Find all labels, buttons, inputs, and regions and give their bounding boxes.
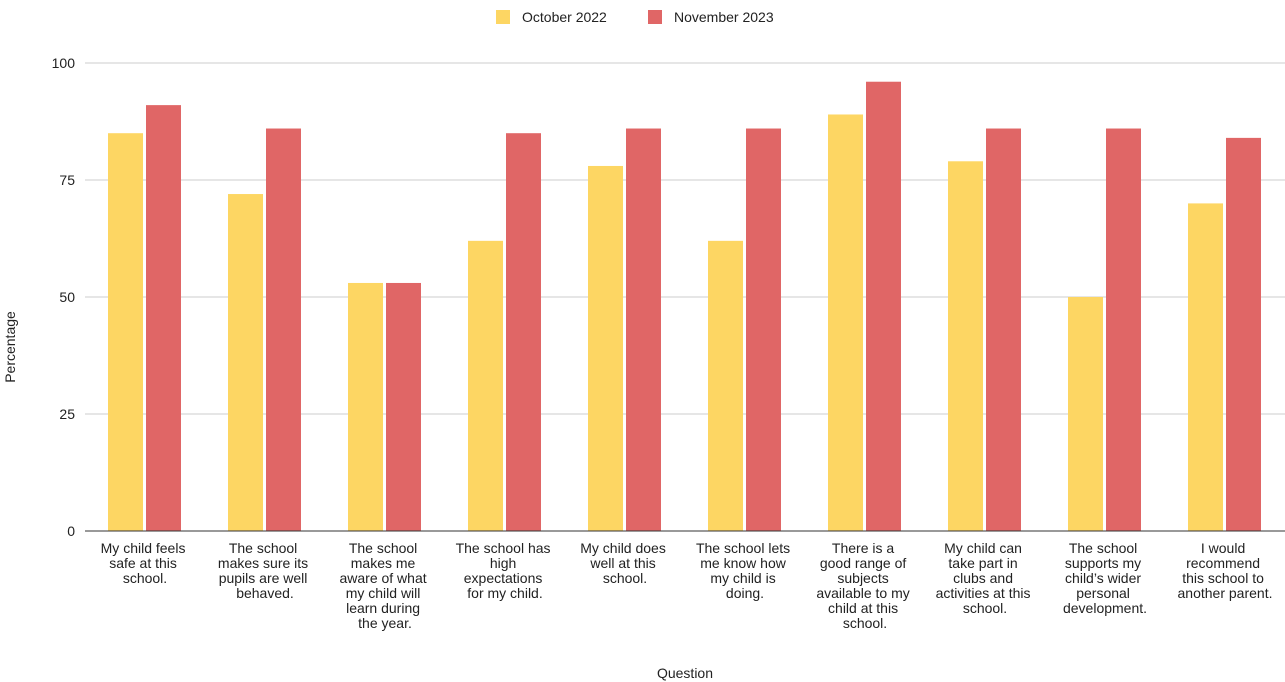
bar — [108, 133, 143, 531]
label-line: clubs and — [953, 570, 1017, 586]
bar — [228, 194, 263, 532]
label-line: learn during — [346, 600, 424, 616]
y-tick-label: 75 — [59, 172, 75, 188]
label-line: my child will — [346, 585, 425, 601]
bar — [506, 133, 541, 531]
label-line: school. — [123, 570, 167, 586]
label-line: My child does — [580, 540, 669, 556]
x-tick-label: My child can take part in clubs and acti… — [936, 540, 1035, 616]
bar — [1226, 137, 1261, 531]
x-tick-label: The school makes sure its pupils are wel… — [218, 540, 312, 601]
legend-label: October 2022 — [522, 9, 607, 25]
bar — [1068, 297, 1103, 531]
label-line: doing. — [726, 585, 764, 601]
label-line: personal — [1076, 585, 1134, 601]
y-tick-label: 25 — [59, 406, 75, 422]
label-line: child at this — [828, 600, 902, 616]
label-line: expectations — [464, 570, 547, 586]
bar — [828, 114, 863, 531]
label-line: school. — [603, 570, 647, 586]
x-tick-label: I would recommend this school to another… — [1178, 540, 1273, 601]
label-line: high — [490, 555, 520, 571]
label-line: good range of — [820, 555, 910, 571]
label-line: activities at this — [936, 585, 1035, 601]
bar — [1188, 203, 1223, 531]
label-line: The school has — [456, 540, 555, 556]
label-line: available to my — [816, 585, 913, 601]
y-axis-title: Percentage — [2, 311, 18, 383]
x-tick-label: There is a good range of subjects availa… — [816, 540, 913, 631]
legend-label: November 2023 — [674, 9, 774, 25]
label-line: subjects — [837, 570, 892, 586]
bar — [866, 81, 901, 531]
label-line: behaved. — [236, 585, 294, 601]
label-line: child’s wider — [1065, 570, 1145, 586]
label-line: for my child. — [467, 585, 542, 601]
bar — [266, 128, 301, 531]
label-line: The school lets — [696, 540, 794, 556]
label-line: pupils are well — [219, 570, 312, 586]
label-line: the year. — [358, 615, 412, 631]
x-tick-label: The school makes me aware of what my chi… — [339, 540, 430, 631]
bar — [986, 128, 1021, 531]
bar — [1106, 128, 1141, 531]
y-tick-label: 0 — [67, 523, 75, 539]
label-line: recommend — [1186, 555, 1264, 571]
label-line: The school — [229, 540, 301, 556]
label-line: The school — [1069, 540, 1141, 556]
x-tick-label: The school lets me know how my child is … — [696, 540, 794, 601]
label-line: My child can — [944, 540, 1026, 556]
bar — [948, 161, 983, 531]
label-line: school. — [963, 600, 1007, 616]
label-line: The school — [349, 540, 421, 556]
x-tick-label: The school has high expectations for my … — [456, 540, 555, 601]
label-line: well at this — [589, 555, 659, 571]
label-line: me know how — [700, 555, 789, 571]
y-tick-label: 50 — [59, 289, 75, 305]
bar — [626, 128, 661, 531]
y-tick-label: 100 — [52, 55, 76, 71]
label-line: my child is — [710, 570, 779, 586]
legend-swatch — [496, 10, 510, 24]
label-line: development. — [1063, 600, 1147, 616]
bar — [708, 240, 743, 531]
label-line: aware of what — [339, 570, 430, 586]
label-line: safe at this — [109, 555, 181, 571]
label-line: supports my — [1065, 555, 1145, 571]
x-tick-label: My child feels safe at this school. — [101, 540, 190, 586]
x-axis-title: Question — [657, 665, 713, 681]
label-line: makes me — [351, 555, 419, 571]
bar — [588, 165, 623, 531]
bar — [746, 128, 781, 531]
label-line: I would — [1201, 540, 1249, 556]
bar — [386, 282, 421, 531]
label-line: another parent. — [1178, 585, 1273, 601]
label-line: school. — [843, 615, 887, 631]
x-tick-label: The school supports my child’s wider per… — [1063, 540, 1147, 616]
bar — [146, 105, 181, 532]
label-line: makes sure its — [218, 555, 312, 571]
bar — [468, 240, 503, 531]
legend-swatch — [648, 10, 662, 24]
label-line: take part in — [948, 555, 1021, 571]
x-tick-label: My child does well at this school. — [580, 540, 669, 586]
label-line: My child feels — [101, 540, 190, 556]
label-line: There is a — [832, 540, 898, 556]
label-line: this school to — [1182, 570, 1268, 586]
bar — [348, 282, 383, 531]
